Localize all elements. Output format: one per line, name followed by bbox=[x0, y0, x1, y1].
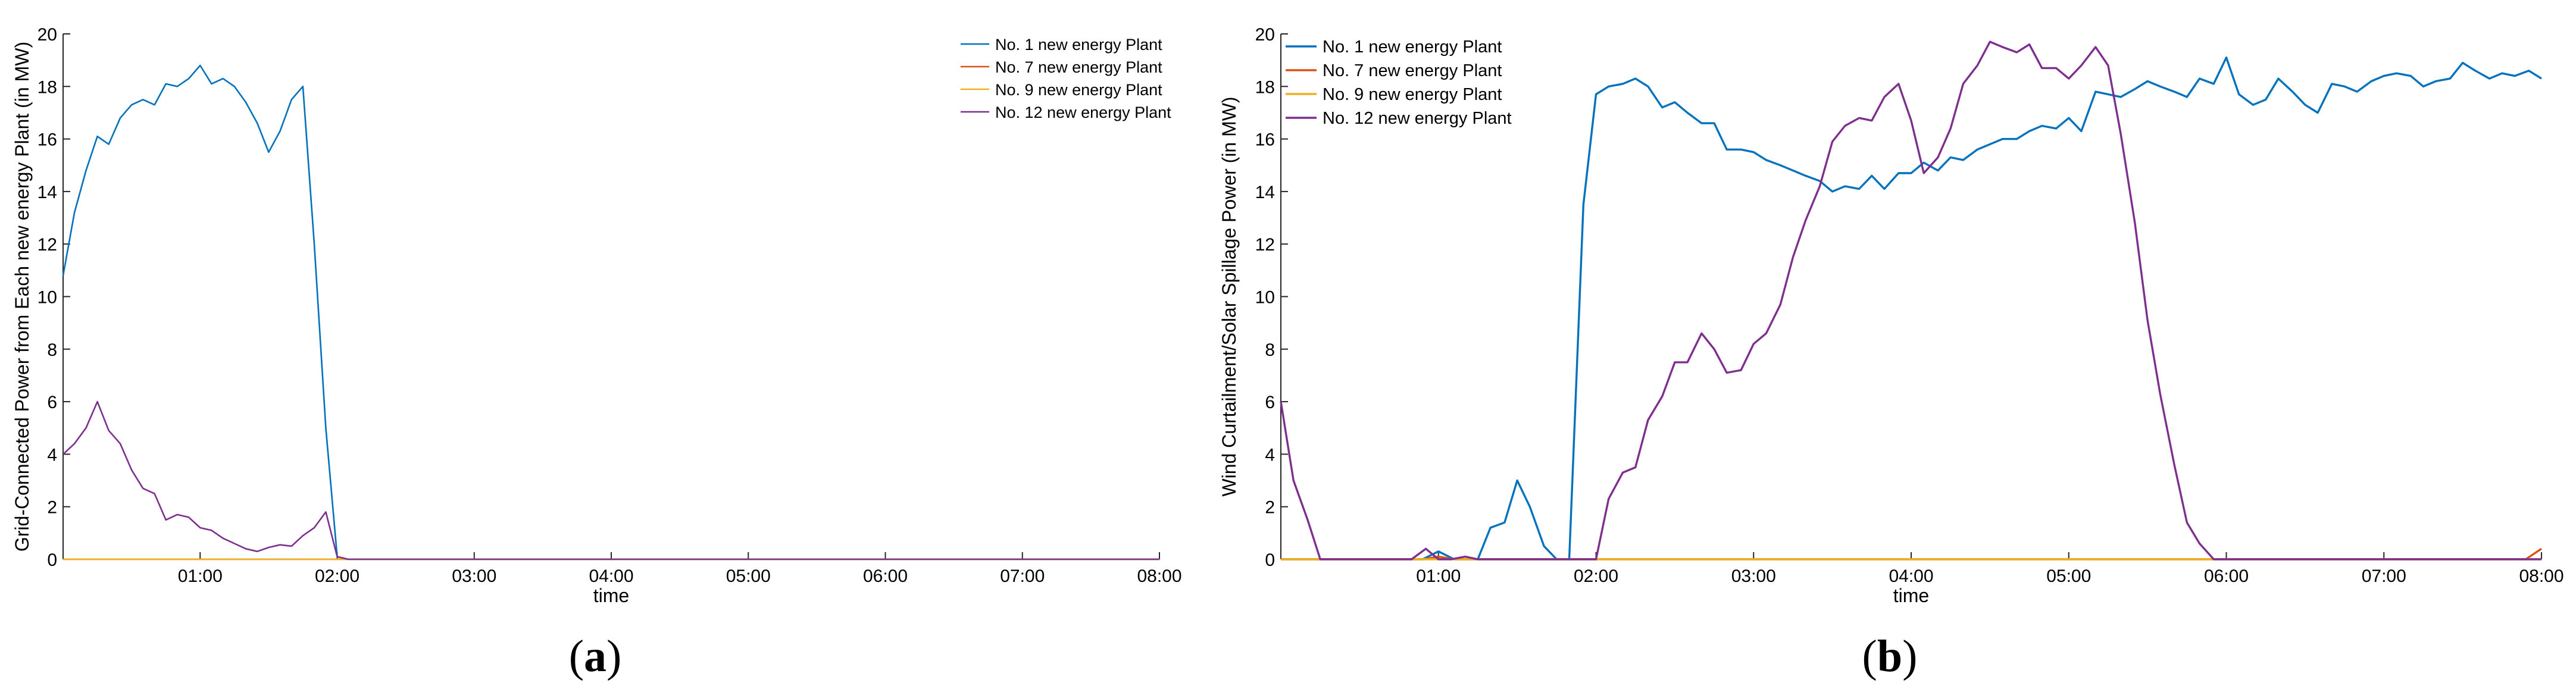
legend-label-no-12-new-energy-plant: No. 12 new energy Plant bbox=[995, 104, 1171, 121]
x-axis-label: time bbox=[1893, 585, 1929, 606]
y-tick-label: 2 bbox=[1265, 498, 1275, 518]
panel-label: (b) bbox=[1862, 631, 1918, 681]
y-tick-label: 18 bbox=[1255, 77, 1275, 97]
y-tick-label: 14 bbox=[37, 183, 57, 202]
x-tick-label: 07:00 bbox=[1000, 566, 1045, 586]
series-line-no-1-new-energy-plant bbox=[62, 64, 1159, 560]
x-tick-label: 04:00 bbox=[589, 566, 633, 586]
y-tick-label: 6 bbox=[47, 393, 57, 412]
legend-label-no-12-new-energy-plant: No. 12 new energy Plant bbox=[1323, 109, 1512, 128]
y-tick-label: 20 bbox=[37, 25, 57, 45]
y-tick-label: 16 bbox=[1255, 130, 1275, 150]
y-tick-label: 10 bbox=[37, 288, 57, 308]
y-tick-label: 4 bbox=[47, 445, 57, 465]
x-tick-label: 04:00 bbox=[1889, 566, 1933, 586]
y-tick-label: 4 bbox=[1265, 445, 1275, 465]
y-tick-label: 0 bbox=[47, 550, 57, 570]
y-tick-label: 0 bbox=[1265, 550, 1275, 570]
y-tick-label: 8 bbox=[47, 340, 57, 360]
series-line-no-1-new-energy-plant bbox=[1281, 57, 2542, 560]
x-tick-label: 03:00 bbox=[452, 566, 496, 586]
y-tick-label: 18 bbox=[37, 77, 57, 97]
y-tick-label: 6 bbox=[1265, 393, 1275, 412]
legend-label-no-7-new-energy-plant: No. 7 new energy Plant bbox=[995, 58, 1162, 76]
y-tick-label: 20 bbox=[1255, 25, 1275, 45]
x-tick-label: 03:00 bbox=[1731, 566, 1776, 586]
x-tick-label: 06:00 bbox=[2204, 566, 2249, 586]
legend-label-no-1-new-energy-plant: No. 1 new energy Plant bbox=[995, 36, 1162, 54]
y-tick-label: 14 bbox=[1255, 183, 1275, 202]
x-tick-label: 06:00 bbox=[863, 566, 908, 586]
x-tick-label: 01:00 bbox=[1416, 566, 1461, 586]
y-tick-label: 12 bbox=[1255, 235, 1275, 255]
chart-panel-a: 0 2 4 6 8 10 12 14 16 18 20 01:00 02:00 03:00 04:00 05:… bbox=[11, 25, 1182, 681]
x-axis-label: time bbox=[593, 585, 629, 606]
y-axis-label: Wind Curtailment/Solar Spillage Power (i… bbox=[1218, 96, 1240, 496]
x-tick-label: 02:00 bbox=[315, 566, 359, 586]
x-tick-label: 08:00 bbox=[2519, 566, 2564, 586]
legend: No. 1 new energy Plant No. 7 new energy P… bbox=[1286, 37, 1512, 128]
x-tick-label: 07:00 bbox=[2362, 566, 2406, 586]
series-line-no-12-new-energy-plant bbox=[1280, 40, 2541, 560]
x-tick-label: 01:00 bbox=[178, 566, 223, 586]
y-tick-label: 12 bbox=[37, 235, 57, 255]
y-tick-label: 2 bbox=[47, 498, 57, 518]
chart-panel-b: 0 2 4 6 8 10 12 14 16 18 20 01:00 02:00 03:00 04:00 05:… bbox=[1218, 25, 2564, 681]
series-line-no-12-new-energy-plant bbox=[62, 400, 1159, 560]
legend: No. 1 new energy Plant No. 7 new energy P… bbox=[961, 36, 1171, 121]
x-tick-label: 02:00 bbox=[1574, 566, 1618, 586]
x-tick-label: 08:00 bbox=[1137, 566, 1181, 586]
x-tick-label: 05:00 bbox=[2046, 566, 2091, 586]
y-tick-label: 16 bbox=[37, 130, 57, 150]
y-tick-label: 8 bbox=[1265, 340, 1275, 360]
legend-label-no-9-new-energy-plant: No. 9 new energy Plant bbox=[995, 81, 1162, 99]
legend-label-no-1-new-energy-plant: No. 1 new energy Plant bbox=[1323, 37, 1502, 57]
legend-label-no-9-new-energy-plant: No. 9 new energy Plant bbox=[1323, 85, 1502, 104]
y-axis-label: Grid-Connected Power from Each new energ… bbox=[11, 42, 33, 552]
panel-label: (a) bbox=[569, 631, 622, 681]
y-tick-label: 10 bbox=[1255, 288, 1275, 308]
legend-label-no-7-new-energy-plant: No. 7 new energy Plant bbox=[1323, 61, 1502, 80]
x-tick-label: 05:00 bbox=[726, 566, 771, 586]
